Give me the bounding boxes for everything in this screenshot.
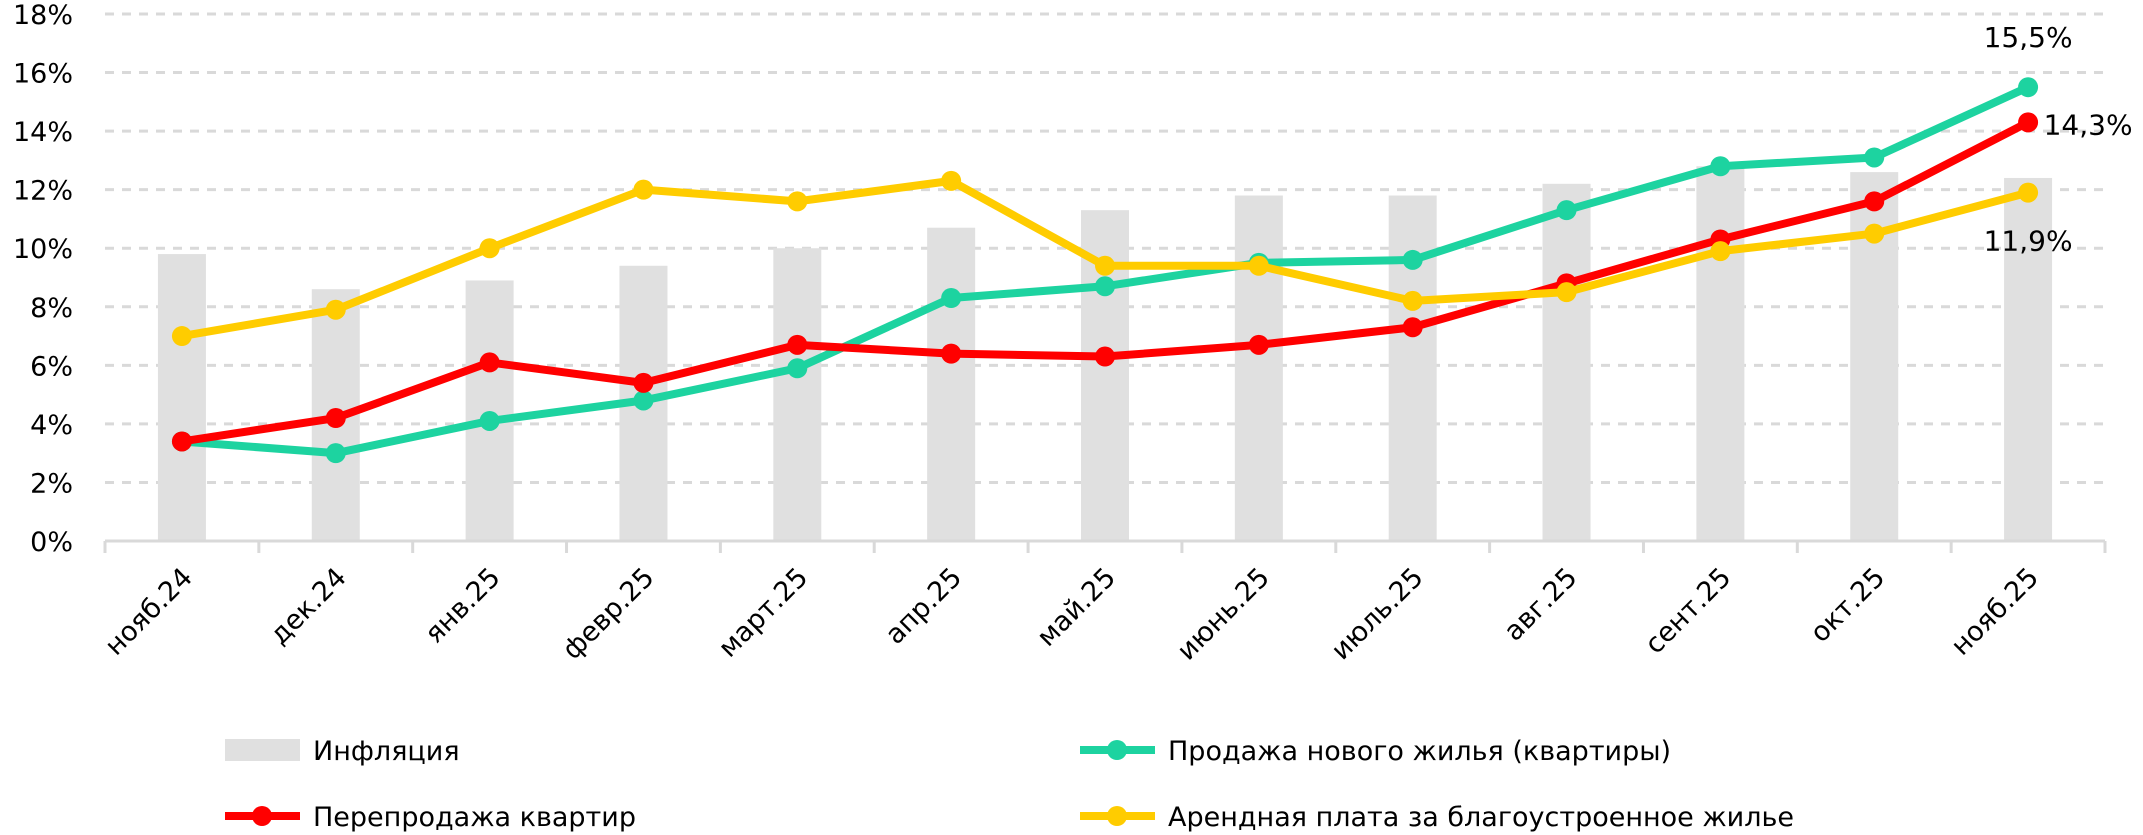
series-lines (171, 77, 2039, 464)
bar-inflation (1388, 195, 1437, 541)
y-tick-label: 4% (30, 410, 73, 441)
bar-inflation (927, 227, 976, 541)
series-marker (1248, 255, 1269, 276)
series-marker (787, 191, 808, 212)
series-marker (325, 299, 346, 320)
series-marker (1710, 156, 1731, 177)
bar-inflation (157, 254, 206, 542)
series-marker (941, 343, 962, 364)
series-marker (633, 179, 654, 200)
x-axis-labels: нояб.24 дек.24 янв.25 февр.25 март.25 апр.25 м… (99, 562, 2045, 666)
series-marker (1402, 317, 1423, 338)
bar-inflation (1234, 195, 1283, 541)
series-marker (1710, 241, 1731, 262)
legend-label: Инфляция (313, 736, 460, 767)
series-marker (1864, 147, 1885, 168)
x-tick-label: июль.25 (1325, 562, 1429, 666)
series-marker (1095, 276, 1115, 297)
bar-inflation (465, 280, 514, 541)
series-marker (1095, 346, 1115, 367)
x-tick-label: янв.25 (419, 562, 507, 650)
legend-item: Продажа нового жилья (квартиры) (1080, 736, 1671, 767)
series-marker (787, 334, 808, 355)
series-marker (633, 372, 654, 393)
y-tick-label: 0% (30, 527, 73, 558)
series-marker (325, 443, 346, 464)
series-marker (2018, 182, 2039, 203)
y-tick-label: 14% (13, 117, 73, 148)
legend-item: Перепродажа квартир (225, 802, 636, 833)
series-marker (1248, 334, 1269, 355)
y-tick-label: 10% (13, 234, 73, 265)
data-labels: 15,5% 14,3% 11,9% (1984, 21, 2133, 257)
y-tick-label: 8% (30, 293, 73, 324)
legend-label: Перепродажа квартир (313, 802, 636, 833)
x-tick-label: дек.24 (264, 562, 353, 651)
series-marker (1402, 290, 1423, 311)
series-marker (171, 326, 192, 347)
x-tick-label: июнь.25 (1171, 562, 1275, 666)
x-tick-label: нояб.24 (99, 562, 199, 662)
x-tick-label: нояб.25 (1945, 562, 2045, 662)
x-tick-label: апр.25 (880, 562, 969, 651)
series-marker (1402, 249, 1423, 270)
y-tick-label: 16% (13, 59, 73, 90)
x-tick-label: окт.25 (1805, 562, 1892, 649)
legend-swatch-marker (1107, 740, 1127, 760)
y-tick-label: 6% (30, 351, 73, 382)
bar-inflation (1696, 166, 1745, 541)
series-marker (1095, 255, 1115, 276)
x-tick-label: сент.25 (1639, 562, 1737, 660)
series-marker (1864, 191, 1885, 212)
series-marker (1556, 282, 1577, 303)
series-marker (325, 408, 346, 429)
y-tick-label: 18% (13, 0, 73, 31)
legend-label: Арендная плата за благоустроенное жилье (1168, 802, 1794, 833)
y-tick-label: 12% (13, 176, 73, 207)
x-tick-label: март.25 (713, 562, 815, 664)
series-marker (479, 238, 500, 259)
x-tick-label: февр.25 (557, 562, 661, 666)
series-marker (2018, 77, 2039, 98)
bar-inflation (773, 248, 822, 541)
bar-inflation (2004, 177, 2053, 541)
x-tick-label: май.25 (1031, 562, 1122, 653)
legend: Инфляция Продажа нового жилья (квартиры) П… (225, 736, 1794, 833)
series-marker (941, 170, 962, 191)
legend-item: Инфляция (225, 736, 460, 767)
series-marker (1864, 223, 1885, 244)
series-marker (787, 358, 808, 379)
data-label: 15,5% (1984, 21, 2073, 54)
legend-swatch-marker (1107, 806, 1127, 826)
y-axis-ticks: 0% 2% 4% 6% 8% 10% 12% 14% 16% 18% (13, 0, 73, 558)
x-tick-label: авг.25 (1498, 562, 1583, 647)
series-marker (2018, 112, 2039, 133)
series-marker (941, 287, 962, 308)
bar-inflation (1542, 183, 1591, 542)
x-axis (103, 539, 2107, 553)
legend-swatch-marker (252, 806, 272, 826)
series-marker (1556, 200, 1577, 221)
series-marker (479, 410, 500, 431)
data-label: 11,9% (1984, 225, 2073, 258)
series-marker (479, 352, 500, 373)
data-label: 14,3% (2044, 108, 2133, 141)
y-tick-label: 2% (30, 468, 73, 499)
legend-label: Продажа нового жилья (квартиры) (1168, 736, 1671, 767)
series-marker (171, 431, 192, 452)
series-marker (633, 390, 654, 411)
legend-swatch-bar (225, 739, 300, 761)
legend-item: Арендная плата за благоустроенное жилье (1080, 802, 1794, 833)
